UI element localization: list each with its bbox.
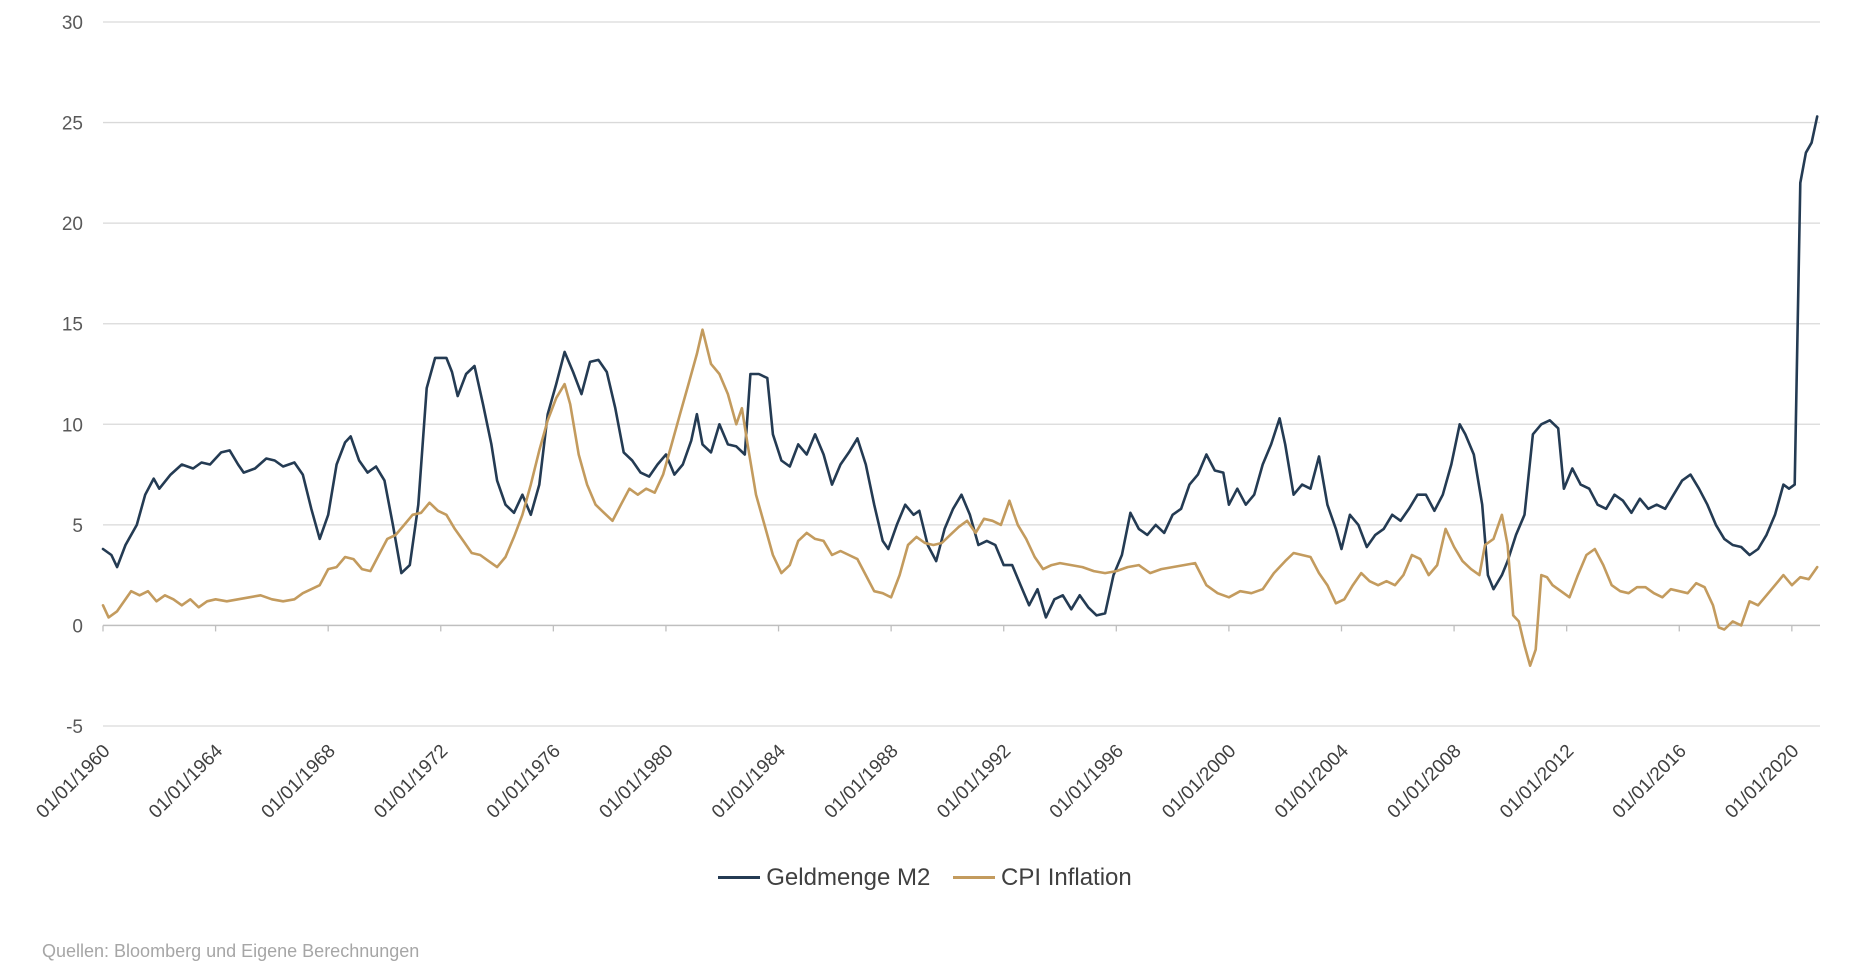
series-lines: [101, 115, 1819, 667]
y-tick-label: -5: [66, 717, 83, 738]
legend-item-cpi: CPI Inflation: [953, 864, 1132, 892]
legend-swatch-m2: [718, 876, 761, 879]
x-tick-label: 01/01/1960: [32, 741, 114, 823]
legend-label-cpi: CPI Inflation: [1001, 863, 1132, 891]
y-tick-label: 30: [62, 13, 83, 34]
x-tick-label: 01/01/1992: [933, 741, 1015, 823]
x-tick-label: 01/01/1976: [483, 741, 565, 823]
y-tick-label: 10: [62, 415, 83, 436]
y-tick-label: 0: [72, 616, 83, 637]
x-tick-label: 01/01/2004: [1271, 740, 1353, 822]
x-tick-label: 01/01/1968: [258, 741, 340, 823]
legend-item-m2: Geldmenge M2: [718, 864, 930, 892]
legend: Geldmenge M2 CPI Inflation: [0, 858, 1850, 892]
series-line-geldmenge-m2: [101, 115, 1819, 619]
x-tick-label: 01/01/1964: [145, 740, 227, 822]
x-tick-label: 01/01/1996: [1046, 741, 1128, 823]
legend-swatch-cpi: [953, 876, 996, 879]
y-tick-label: 5: [72, 516, 83, 537]
x-tick-label: 01/01/2000: [1158, 741, 1240, 823]
x-tick-label: 01/01/2012: [1496, 741, 1578, 823]
gridlines: [103, 21, 1820, 727]
x-tick-label: 01/01/2008: [1384, 741, 1466, 823]
x-tick-label: 01/01/2020: [1721, 741, 1803, 823]
x-axis: 01/01/1960 01/01/1964 01/01/1968 01/01/1972…: [32, 624, 1820, 823]
x-tick-label: 01/01/2016: [1609, 741, 1691, 823]
y-tick-label: 25: [62, 114, 83, 135]
source-note: Quellen: Bloomberg und Eigene Berechnung…: [42, 941, 420, 961]
legend-label-m2: Geldmenge M2: [766, 863, 931, 891]
y-tick-label: 20: [62, 214, 83, 235]
series-line-cpi-inflation: [101, 328, 1819, 667]
y-axis-ticks: -5 0 5 10 15 20 25 30: [62, 13, 83, 738]
x-tick-label: 01/01/1972: [370, 741, 452, 823]
x-tick-label: 01/01/1988: [821, 741, 903, 823]
x-tick-label: 01/01/1980: [595, 741, 677, 823]
x-tick-label: 01/01/1984: [708, 740, 790, 822]
y-tick-label: 15: [62, 315, 83, 336]
